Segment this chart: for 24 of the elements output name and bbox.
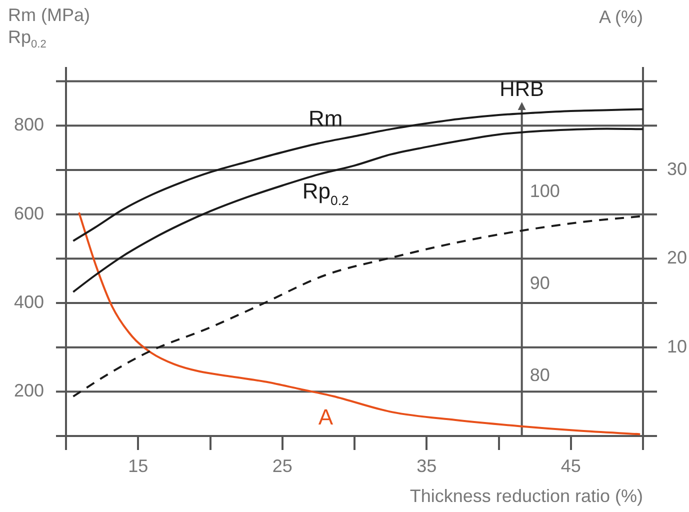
y3-tick-label: 90 [530,273,550,294]
line-series [72,128,643,293]
y2-tick-label: 10 [667,336,688,356]
y-axis-title: Rm (MPa) Rp$_{0.2}$ [8,4,90,53]
y3-tick-label: 80 [530,365,550,386]
y2-tick-label: 30 [667,158,688,179]
x-tick-label: 25 [272,456,292,476]
series-label: A [318,404,334,430]
x-tick-label: 45 [560,456,581,476]
x-tick-label: 15 [128,456,148,476]
y3-tick-label: 100 [530,181,560,202]
line-series [72,108,643,242]
x-axis-title: Thickness reduction ratio (%) [410,486,643,506]
y2-axis-title: A (%) [598,6,643,28]
y-tick-label: 600 [14,203,44,224]
y2-tick-label: 20 [667,248,688,268]
line-series [78,212,642,436]
series-label: Rm [308,106,343,131]
line-series [72,215,643,398]
x-tick-label: 35 [416,456,437,476]
y-tick-label: 200 [14,380,44,401]
y-tick-label: 400 [14,292,44,312]
y-tick-label: 800 [14,114,44,135]
y3-axis-title: HRB [500,78,544,101]
